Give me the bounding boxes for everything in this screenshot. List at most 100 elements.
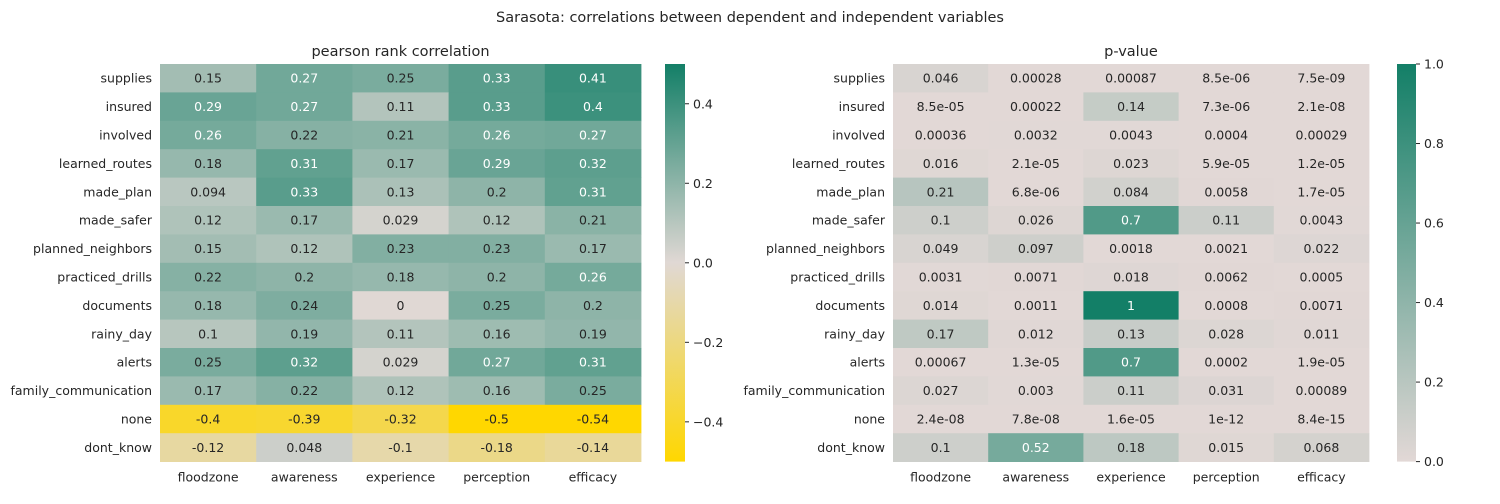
corr-ytick-label: dont_know — [84, 440, 152, 455]
pval-cell-label: 0.52 — [1022, 440, 1050, 455]
corr-cell-made_safer-floodzone — [160, 206, 257, 235]
pval-cell-made_safer-efficacy — [1273, 206, 1370, 235]
pval-cell-insured-awareness — [988, 92, 1084, 122]
pval-cell-label: 0.003 — [1018, 383, 1054, 398]
pval-cell-label: 0.11 — [1212, 213, 1240, 228]
corr-cell-insured-awareness — [256, 92, 353, 122]
pval-cell-learned_routes-efficacy — [1273, 149, 1370, 178]
pval-cell-label: 0.1 — [931, 440, 951, 455]
pval-cell-alerts-experience — [1083, 348, 1179, 377]
corr-xtick-label: floodzone — [178, 470, 239, 485]
pval-cell-label: 2.1e-08 — [1297, 99, 1345, 114]
pval-cell-none-floodzone — [893, 404, 989, 434]
corr-cell-label: 0.29 — [483, 156, 511, 171]
corr-cell-label: 0.2 — [294, 270, 314, 285]
pval-cell-insured-efficacy — [1273, 92, 1370, 122]
corr-cell-supplies-efficacy — [544, 64, 642, 93]
corr-cell-label: 0.32 — [290, 355, 318, 370]
pval-cell-label: 0.0043 — [1300, 213, 1344, 228]
corr-cell-label: 0.22 — [290, 383, 318, 398]
corr-cell-planned_neighbors-efficacy — [544, 234, 642, 264]
corr-cell-label: -0.39 — [288, 412, 320, 427]
pval-cell-practiced_drills-efficacy — [1273, 262, 1370, 292]
corr-cell-label: 0.12 — [290, 241, 318, 256]
pval-colorbar — [1397, 64, 1416, 462]
corr-cell-made_safer-efficacy — [544, 206, 642, 235]
corr-cell-documents-experience — [352, 291, 449, 320]
corr-cell-label: 0.33 — [290, 184, 318, 199]
corr-cell-documents-awareness — [256, 291, 353, 320]
pval-cell-planned_neighbors-floodzone — [893, 234, 989, 264]
pval-cell-involved-perception — [1178, 120, 1275, 150]
pval-cell-label: 0.00022 — [1010, 99, 1062, 114]
corr-cell-label: -0.5 — [485, 412, 509, 427]
corr-cell-label: 0.12 — [483, 213, 511, 228]
corr-cell-label: 0.27 — [290, 99, 318, 114]
pval-cell-involved-floodzone — [893, 120, 989, 150]
corr-cell-label: 0.2 — [583, 298, 603, 313]
pval-cell-label: 0.17 — [927, 326, 955, 341]
pval-cell-supplies-perception — [1178, 64, 1275, 93]
pval-cell-label: 0.0018 — [1109, 241, 1153, 256]
corr-cell-label: 0.19 — [579, 326, 607, 341]
pval-cell-practiced_drills-perception — [1178, 262, 1275, 292]
corr-cell-learned_routes-perception — [448, 149, 546, 178]
pval-cell-rainy_day-floodzone — [893, 319, 989, 349]
corr-xtick-label: perception — [463, 470, 530, 485]
pval-cell-supplies-efficacy — [1273, 64, 1370, 93]
pval-cell-label: 0.7 — [1121, 213, 1141, 228]
corr-colorbar-tick-label: 0.0 — [693, 255, 713, 270]
pval-cell-rainy_day-perception — [1178, 319, 1275, 349]
corr-cell-practiced_drills-experience — [352, 262, 449, 292]
corr-cell-label: 0.2 — [487, 184, 507, 199]
corr-xtick-label: experience — [366, 470, 436, 485]
pval-cell-label: 0.014 — [923, 298, 959, 313]
pval-cell-label: 0.011 — [1304, 326, 1340, 341]
corr-cell-learned_routes-awareness — [256, 149, 353, 178]
corr-cell-made_plan-experience — [352, 177, 449, 207]
pval-cell-label: 0.00089 — [1296, 383, 1348, 398]
corr-cell-documents-perception — [448, 291, 546, 320]
corr-cell-label: -0.54 — [577, 412, 609, 427]
corr-cell-label: 0.18 — [387, 270, 415, 285]
corr-cell-label: 0.17 — [194, 383, 222, 398]
corr-cell-label: 0.048 — [286, 440, 322, 455]
pval-cell-label: 0.022 — [1304, 241, 1340, 256]
pval-ytick-label: made_plan — [816, 184, 885, 199]
pval-cell-made_safer-experience — [1083, 206, 1179, 235]
corr-cell-insured-perception — [448, 92, 546, 122]
pval-cell-label: 0.0058 — [1204, 184, 1248, 199]
pval-colorbar-tick-label: 0.0 — [1424, 454, 1444, 469]
pval-ytick-label: insured — [839, 99, 885, 114]
pval-cell-none-efficacy — [1273, 404, 1370, 434]
corr-cell-label: 0.18 — [194, 156, 222, 171]
corr-cell-label: -0.12 — [192, 440, 224, 455]
pval-cell-none-experience — [1083, 404, 1179, 434]
pval-ytick-label: dont_know — [817, 440, 885, 455]
pval-cell-alerts-floodzone — [893, 348, 989, 377]
pval-cell-label: 7.3e-06 — [1202, 99, 1250, 114]
pval-cell-family_communication-perception — [1178, 376, 1275, 406]
heatmap-panel-correlation: pearson rank correlation 0.15 0.27 0.25 0.33… — [11, 44, 724, 485]
corr-ytick-label: planned_neighbors — [33, 241, 152, 256]
pval-cell-family_communication-floodzone — [893, 376, 989, 406]
pval-cell-alerts-awareness — [988, 348, 1084, 377]
corr-cell-label: 0.33 — [483, 99, 511, 114]
pval-cell-label: 1.9e-05 — [1297, 355, 1345, 370]
corr-cell-label: 0.27 — [290, 71, 318, 86]
pval-ytick-label: none — [854, 412, 885, 427]
corr-cell-label: 0.26 — [483, 128, 511, 143]
pval-cell-label: 0.0011 — [1014, 298, 1058, 313]
pval-cell-label: 0.7 — [1121, 355, 1141, 370]
pval-cell-made_plan-floodzone — [893, 177, 989, 207]
corr-cell-family_communication-floodzone — [160, 376, 257, 406]
pval-cell-label: 0.084 — [1113, 184, 1149, 199]
pval-ytick-label: family_communication — [744, 383, 886, 398]
pval-cell-label: 0.027 — [923, 383, 959, 398]
pval-cell-label: 1.2e-05 — [1297, 156, 1345, 171]
corr-ytick-label: documents — [82, 298, 152, 313]
pval-cell-dont_know-floodzone — [893, 433, 989, 462]
pval-cell-documents-awareness — [988, 291, 1084, 320]
